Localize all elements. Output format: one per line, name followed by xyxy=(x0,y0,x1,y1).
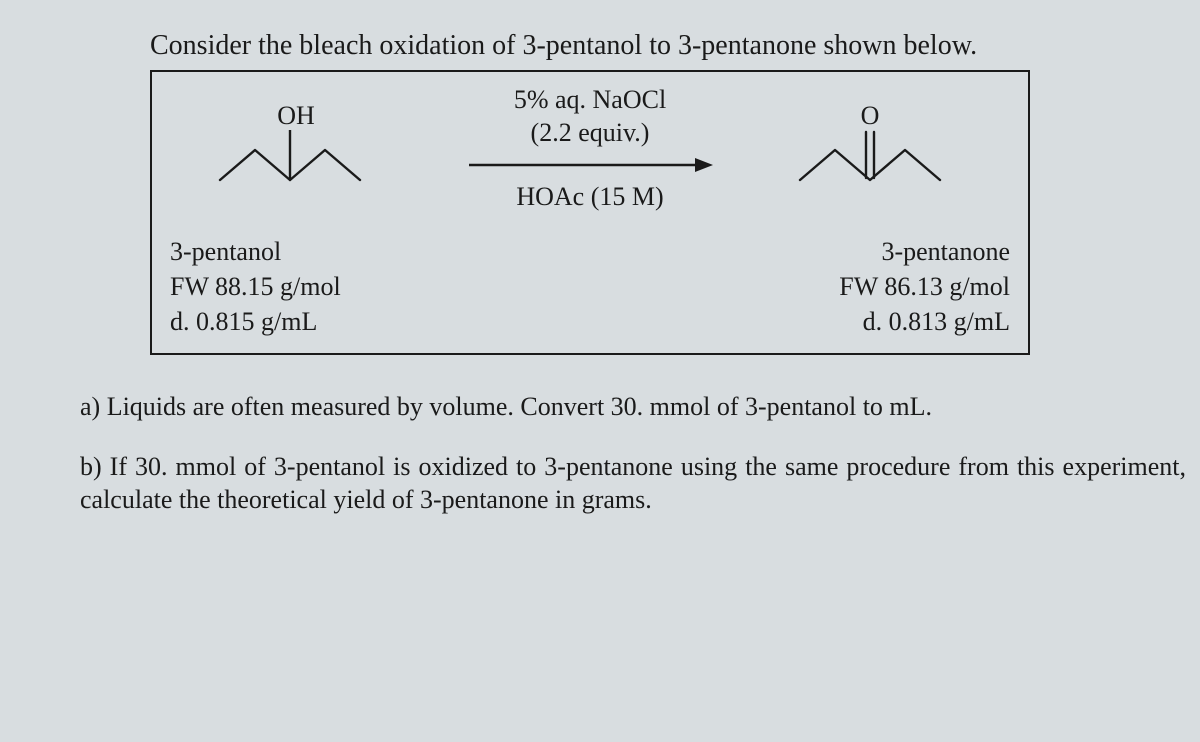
reaction-arrow-icon xyxy=(465,155,715,175)
conditions-column: 5% aq. NaOCl (2.2 equiv.) HOAc (15 M) xyxy=(450,84,730,214)
intro-text: Consider the bleach oxidation of 3-penta… xyxy=(150,30,1190,62)
reaction-scheme-box: OH OH OH xyxy=(150,70,1030,355)
reagent-line1: 5% aq. NaOCl xyxy=(514,84,666,117)
page: Consider the bleach oxidation of 3-penta… xyxy=(0,0,1200,516)
product-density: d. 0.813 g/mL xyxy=(839,304,1010,339)
reactant-fw: FW 88.15 g/mol xyxy=(170,269,341,304)
reactant-density: d. 0.815 g/mL xyxy=(170,304,341,339)
product-fw: FW 86.13 g/mol xyxy=(839,269,1010,304)
pentanone-structure: O xyxy=(780,94,980,204)
reactant-column: OH OH OH xyxy=(170,94,430,204)
o-text: O xyxy=(861,101,880,130)
pentanol-structure: OH OH OH xyxy=(200,94,400,204)
reagent-bottom: HOAc (15 M) xyxy=(516,181,663,214)
scheme-top-row: OH OH OH xyxy=(170,84,1010,214)
reagent-line2: (2.2 equiv.) xyxy=(531,117,650,150)
reactant-info: 3-pentanol FW 88.15 g/mol d. 0.815 g/mL xyxy=(170,234,341,339)
oh-text: OH xyxy=(277,101,315,130)
reactant-name: 3-pentanol xyxy=(170,234,341,269)
product-info: 3-pentanone FW 86.13 g/mol d. 0.813 g/mL xyxy=(839,234,1010,339)
pentanone-chain xyxy=(800,150,940,180)
product-name: 3-pentanone xyxy=(839,234,1010,269)
question-a: a) Liquids are often measured by volume.… xyxy=(80,391,1186,424)
name-row: 3-pentanol FW 88.15 g/mol d. 0.815 g/mL … xyxy=(170,234,1010,339)
question-b: b) If 30. mmol of 3-pentanol is oxidized… xyxy=(80,451,1186,516)
product-column: O xyxy=(750,94,1010,204)
